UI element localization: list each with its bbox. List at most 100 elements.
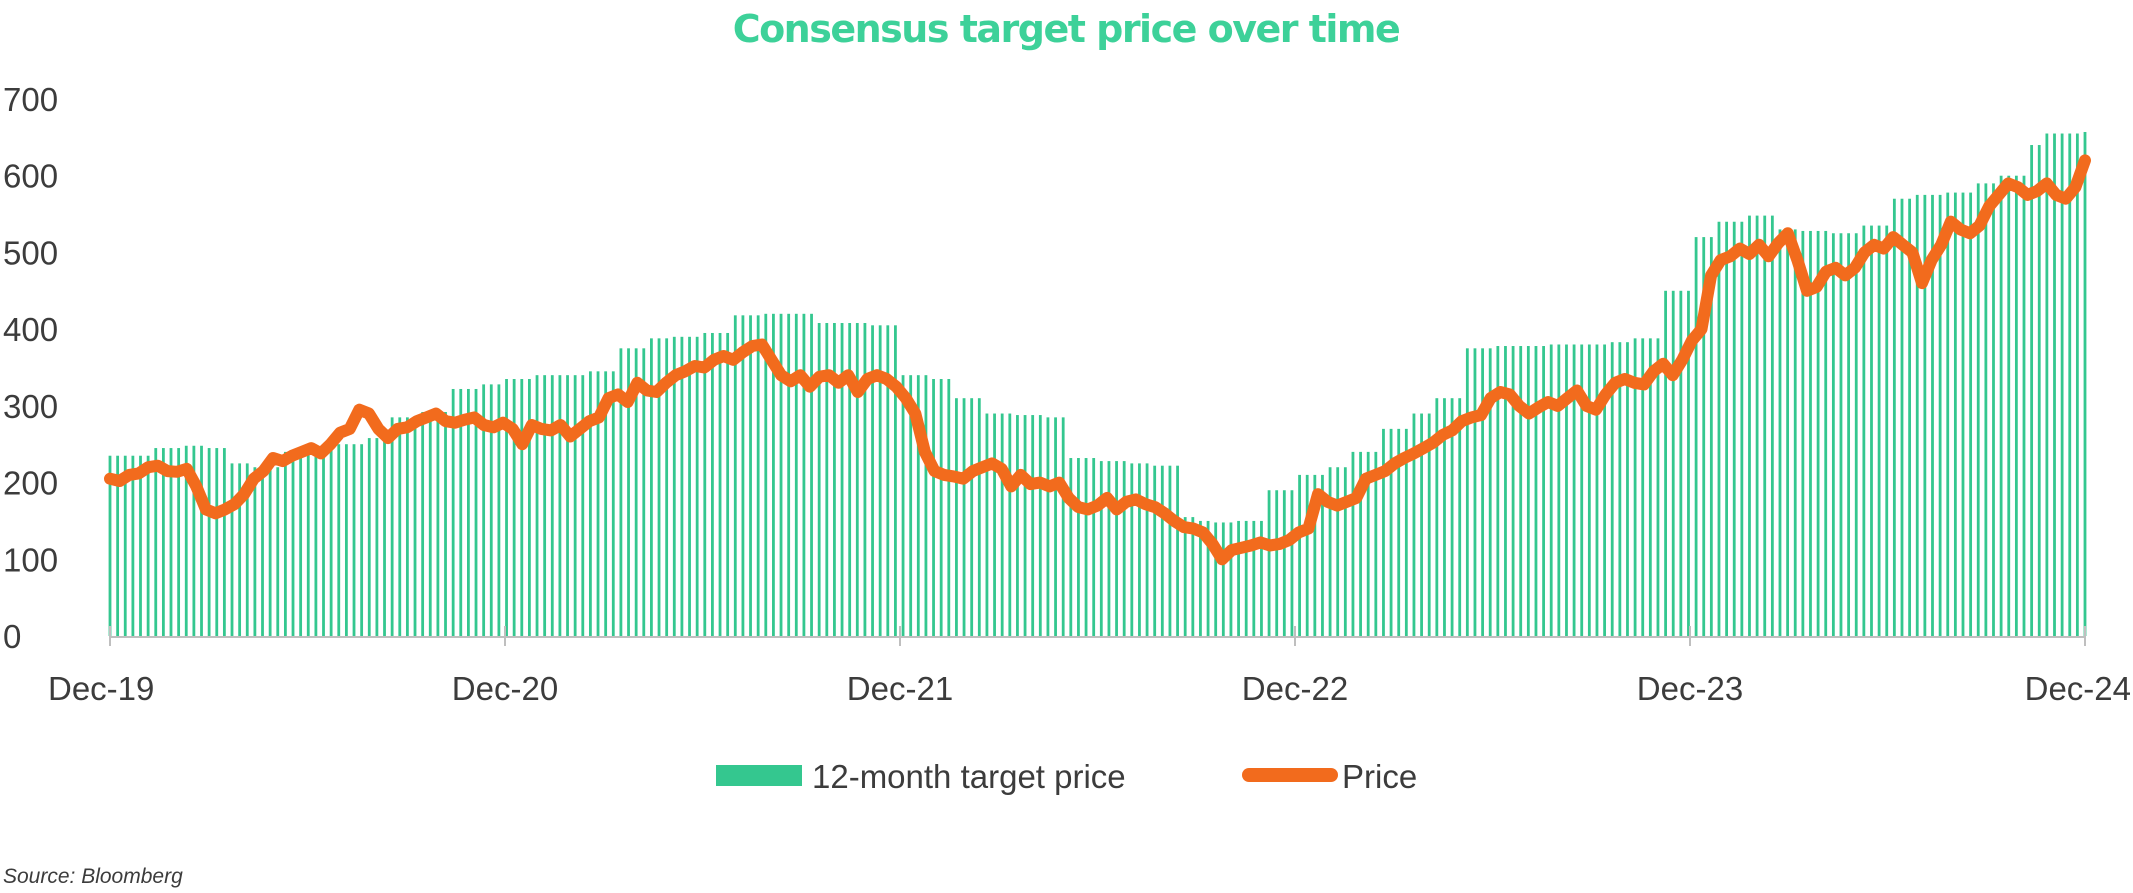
- target-price-bar: [1839, 233, 1843, 636]
- target-price-bar: [1648, 338, 1652, 636]
- target-price-bar: [1511, 346, 1515, 636]
- target-price-bar: [1206, 520, 1210, 636]
- target-price-bar: [1336, 467, 1340, 636]
- target-price-bar: [901, 375, 905, 636]
- target-price-bar: [1023, 415, 1027, 636]
- target-price-bar: [1191, 517, 1195, 636]
- target-price-bar: [657, 338, 661, 636]
- target-price-bar: [1069, 458, 1073, 636]
- target-price-bar: [733, 315, 737, 636]
- target-price-bar: [1984, 183, 1988, 636]
- price-line: [104, 154, 2091, 566]
- x-tick-label: Dec-23: [1637, 670, 1743, 707]
- target-price-bar: [161, 448, 165, 636]
- target-price-bar: [1557, 344, 1561, 636]
- y-tick-label: 300: [3, 388, 58, 425]
- x-tick-label: Dec-20: [452, 670, 558, 707]
- target-price-bar: [2083, 131, 2087, 637]
- target-price-bar: [1946, 192, 1950, 636]
- target-price-bar: [1229, 522, 1233, 636]
- target-price-bar: [665, 338, 669, 636]
- target-price-bar: [611, 371, 615, 636]
- target-price-bar: [1717, 221, 1721, 637]
- target-price-bar: [139, 455, 142, 636]
- target-price-bar: [505, 379, 508, 636]
- target-price-bar: [894, 325, 897, 636]
- target-price-bar: [1626, 342, 1629, 636]
- target-price-bar: [1000, 413, 1004, 636]
- target-price-bar: [1267, 490, 1271, 636]
- target-price-bar: [1572, 344, 1576, 636]
- target-price-bar: [1458, 398, 1462, 636]
- x-tick-label: Dec-22: [1242, 670, 1348, 707]
- target-price-bar: [688, 336, 691, 636]
- target-price-bar: [276, 467, 280, 636]
- target-price-bar: [1504, 346, 1507, 636]
- target-price-bar: [1595, 344, 1599, 636]
- target-price-bar: [2030, 145, 2034, 636]
- target-price-bar: [268, 467, 272, 636]
- target-price-bar: [1587, 344, 1591, 636]
- legend-label-price: Price: [1342, 758, 1417, 795]
- target-price-bar: [467, 388, 470, 636]
- y-tick-label: 200: [3, 465, 58, 502]
- target-price-bar: [390, 417, 394, 636]
- target-price-bar: [291, 451, 295, 636]
- target-price-bar: [1809, 230, 1812, 636]
- target-price-bar: [489, 384, 493, 636]
- target-price-bar: [482, 384, 486, 636]
- target-price-bar: [1321, 474, 1324, 636]
- target-price-bar: [634, 348, 638, 636]
- target-price-bar: [108, 455, 112, 636]
- target-price-bar: [886, 325, 890, 636]
- target-price-bar: [459, 388, 463, 636]
- target-price-bar: [1038, 415, 1042, 636]
- y-tick-label: 700: [3, 81, 58, 118]
- target-price-bar: [619, 348, 623, 636]
- target-price-bar: [1778, 229, 1782, 636]
- target-price-bar: [810, 313, 813, 636]
- source-note: Source: Bloomberg: [3, 865, 183, 888]
- target-price-bar: [1755, 215, 1759, 637]
- target-price-bar: [1107, 461, 1111, 636]
- target-price-bar: [528, 379, 531, 636]
- target-price-bar: [146, 455, 150, 636]
- target-price-bar: [1214, 522, 1218, 636]
- target-price-bar: [375, 438, 379, 636]
- target-price-bar: [245, 463, 249, 636]
- target-price-bar: [558, 375, 562, 636]
- target-price-bar: [1092, 458, 1096, 636]
- target-price-bar: [1427, 413, 1431, 636]
- target-price-bar: [1290, 490, 1294, 636]
- target-price-bar: [1481, 348, 1484, 636]
- target-price-bar: [1252, 520, 1256, 636]
- target-price-bar: [1831, 233, 1835, 636]
- target-price-bar: [428, 411, 432, 636]
- target-price-bar: [1054, 417, 1057, 636]
- target-price-bar: [200, 445, 203, 636]
- target-price-bar: [436, 411, 440, 636]
- target-price-bar: [833, 323, 836, 636]
- target-price-bar: [1168, 465, 1172, 636]
- target-price-bar: [672, 336, 676, 636]
- target-price-bar: [993, 413, 996, 636]
- target-price-bar: [1664, 290, 1667, 636]
- target-price-bar: [1992, 183, 1995, 636]
- target-price-bar: [772, 313, 775, 636]
- price-line-group: [104, 154, 2091, 566]
- target-price-bar: [1221, 522, 1225, 636]
- target-price-bar: [1908, 198, 1912, 637]
- target-price-bar: [1420, 413, 1423, 636]
- target-price-bar: [779, 313, 783, 636]
- target-price-bar: [726, 332, 730, 636]
- target-price-bar: [306, 448, 310, 636]
- target-price-bar: [1679, 290, 1683, 636]
- target-price-bar: [1496, 346, 1500, 636]
- target-price-bar: [322, 448, 325, 636]
- target-price-bar: [1610, 342, 1614, 636]
- target-price-bar: [1115, 461, 1118, 636]
- target-price-bar: [756, 315, 760, 636]
- target-price-bar: [2037, 145, 2041, 636]
- target-price-bar: [1397, 428, 1401, 636]
